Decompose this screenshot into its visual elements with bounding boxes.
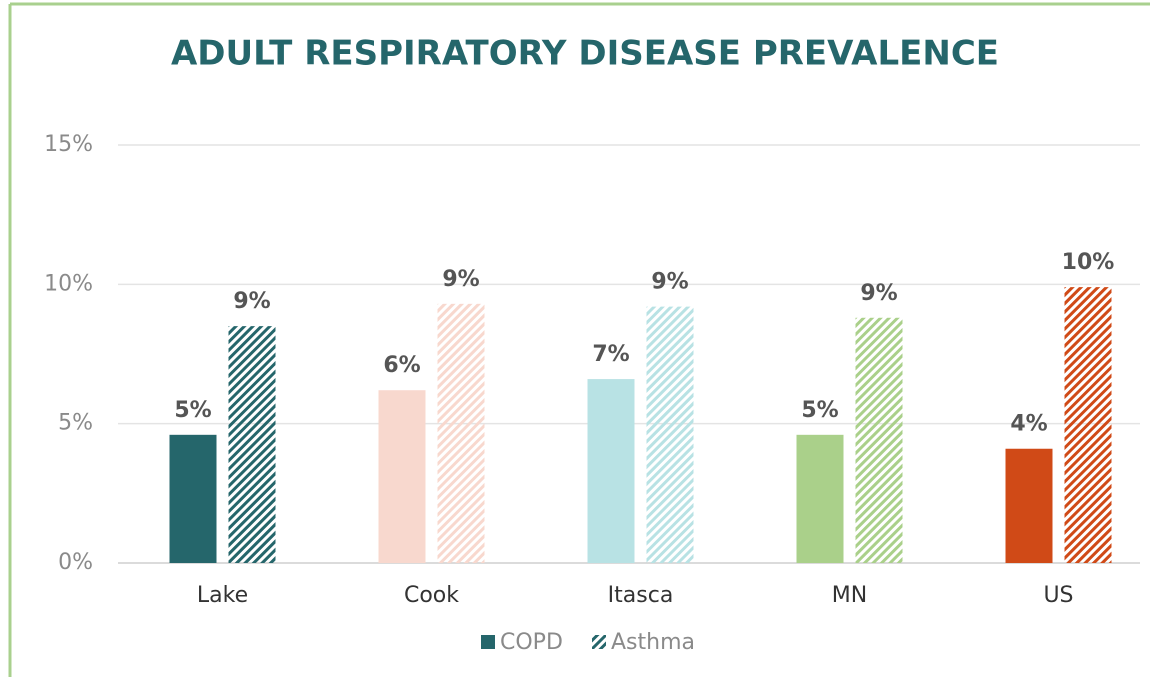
x-tick-label: Lake [197,583,248,608]
x-tick-label: Cook [404,583,459,608]
bar [1064,287,1112,563]
data-label: 4% [1010,412,1047,437]
bar [169,434,217,563]
y-tick-label: 5% [58,411,93,436]
y-tick-label: 15% [44,132,93,157]
data-label: 5% [174,398,211,423]
bar [228,326,276,563]
data-label: 9% [860,281,897,306]
data-label: 10% [1062,250,1115,275]
legend-swatch [481,635,495,649]
x-tick-label: Itasca [608,583,674,608]
y-tick-label: 10% [44,271,93,296]
bar [1005,448,1053,563]
data-label: 6% [383,353,420,378]
legend-label: COPD [500,630,563,655]
data-label: 5% [801,398,838,423]
bar [587,379,635,563]
bar [646,306,694,563]
bar [437,303,485,563]
data-label: 9% [233,289,270,314]
bar [855,317,903,563]
x-tick-label: MN [832,583,867,608]
data-label: 9% [651,270,688,295]
legend-label: Asthma [611,630,695,655]
chart-title: ADULT RESPIRATORY DISEASE PREVALENCE [171,34,999,74]
data-label: 9% [442,267,479,292]
bar [378,390,426,563]
bar [796,434,844,563]
legend-swatch [592,635,606,649]
x-tick-label: US [1043,583,1073,608]
data-label: 7% [592,342,629,367]
y-tick-label: 0% [58,550,93,575]
